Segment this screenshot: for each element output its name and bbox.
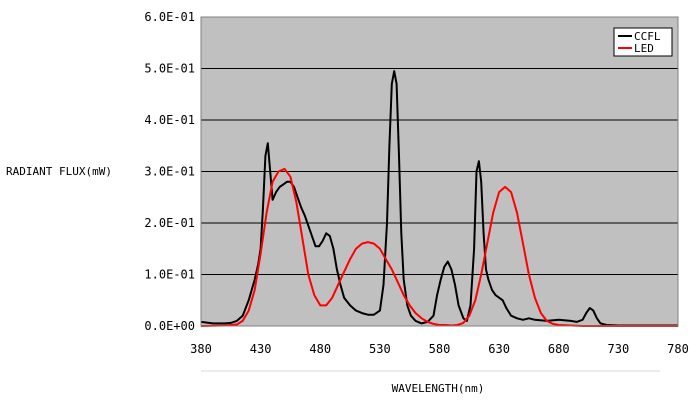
x-tick-label: 680 (548, 342, 570, 356)
x-axis-tick-labels: 380 430 480 530 580 630 680 730 780 (190, 342, 689, 356)
y-axis-tick-labels: 0.0E+00 1.0E-01 2.0E-01 3.0E-01 4.0E-01 5.0E-… (144, 10, 195, 333)
y-tick-label: 0.0E+00 (144, 319, 195, 333)
x-tick-label: 580 (429, 342, 451, 356)
y-tick-label: 5.0E-01 (144, 62, 195, 76)
y-tick-label: 4.0E-01 (144, 113, 195, 127)
y-tick-label: 6.0E-01 (144, 10, 195, 24)
y-tick-label: 2.0E-01 (144, 216, 195, 230)
x-axis-title: WAVELENGTH(nm) (392, 382, 485, 395)
x-tick-label: 480 (309, 342, 331, 356)
x-tick-label: 780 (667, 342, 689, 356)
legend-label-led: LED (634, 42, 654, 55)
y-tick-label: 3.0E-01 (144, 165, 195, 179)
y-tick-label: 1.0E-01 (144, 268, 195, 282)
x-tick-label: 430 (250, 342, 272, 356)
y-axis-title: RADIANT FLUX(mW) (6, 165, 112, 178)
x-tick-label: 630 (488, 342, 510, 356)
x-tick-label: 380 (190, 342, 212, 356)
legend: CCFL LED (614, 28, 672, 56)
x-tick-label: 530 (369, 342, 391, 356)
x-tick-label: 730 (608, 342, 630, 356)
